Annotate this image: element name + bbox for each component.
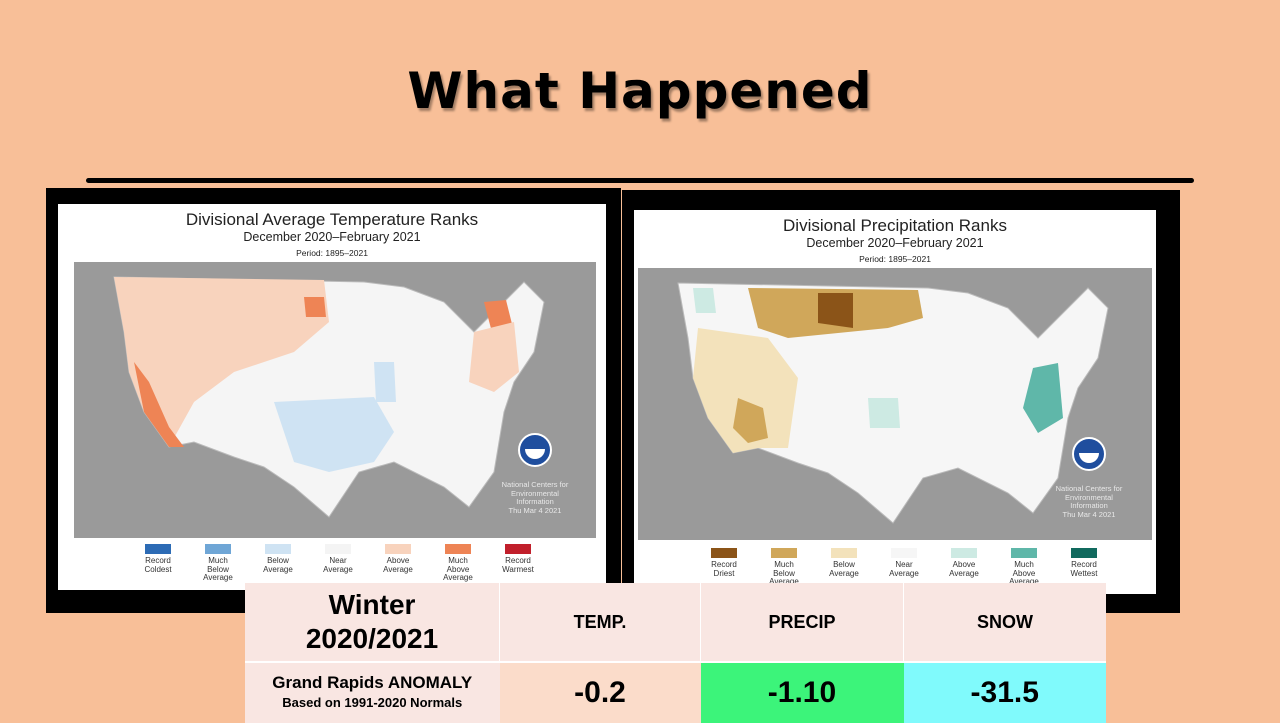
precip-map-legend-swatch (831, 548, 857, 558)
temp-map-area (74, 262, 596, 538)
precip-map-period: Period: 1895–2021 (859, 254, 931, 264)
noaa-logo-icon (1072, 436, 1106, 471)
precip-map-legend-item: Near Average (874, 548, 934, 587)
column-header-snow: SNOW (903, 583, 1106, 662)
temp-map-legend-swatch (265, 544, 291, 554)
precip-map-title: Divisional Precipitation Ranks (783, 216, 1007, 235)
precip-map-area (638, 268, 1152, 540)
temp-map-legend-label: Record Coldest (144, 556, 172, 574)
precip-map-legend-label: Above Average (949, 560, 979, 578)
temp-map-subtitle: December 2020–February 2021 (243, 230, 421, 244)
temp-map-legend-swatch (145, 544, 171, 554)
precip-map-legend-swatch (711, 548, 737, 558)
temp-map-credit-text: National Centers for Environmental Infor… (501, 480, 569, 515)
temp-map-period: Period: 1895–2021 (296, 248, 368, 258)
column-header-precip: PRECIP (700, 583, 904, 662)
precip-map-noaa-credit: National Centers for Environmental Infor… (1044, 428, 1134, 519)
precip-map-legend-item: Much Below Average (754, 548, 814, 587)
precip-map-legend-item: Below Average (814, 548, 874, 587)
temp-map-legend-swatch (325, 544, 351, 554)
temp-map-legend-item: Much Above Average (428, 544, 488, 583)
temp-map-noaa-credit: National Centers for Environmental Infor… (490, 424, 580, 515)
temp-map-legend-swatch (385, 544, 411, 554)
precip-map-subtitle: December 2020–February 2021 (806, 236, 984, 250)
temp-map-legend-label: Above Average (383, 556, 413, 574)
temp-map-legend-item: Record Coldest (128, 544, 188, 583)
temp-map-legend-item: Record Warmest (488, 544, 548, 583)
precip-map-panel: Divisional Precipitation Ranks December … (634, 210, 1156, 594)
precip-map-legend-label: Much Above Average (1009, 560, 1039, 586)
precip-map-legend-label: Much Below Average (769, 560, 799, 586)
temp-map-legend-swatch (205, 544, 231, 554)
temp-map-legend-item: Near Average (308, 544, 368, 583)
table-row: Grand Rapids ANOMALY Based on 1991-2020 … (245, 661, 1106, 723)
winter-stats-table: Winter 2020/2021 TEMP. PRECIP SNOW Grand… (245, 583, 1106, 723)
temp-map-legend-label: Much Above Average (443, 556, 473, 582)
row-label: Grand Rapids ANOMALY Based on 1991-2020 … (245, 661, 500, 723)
temp-map-legend-item: Below Average (248, 544, 308, 583)
precip-map-legend-swatch (951, 548, 977, 558)
temp-map-legend-swatch (505, 544, 531, 554)
temp-map-legend-label: Near Average (323, 556, 353, 574)
title-underline (86, 178, 1194, 183)
precip-map-legend-swatch (771, 548, 797, 558)
temp-anomaly-value: -0.2 (499, 661, 701, 723)
table-header-row: Winter 2020/2021 TEMP. PRECIP SNOW (245, 583, 1106, 662)
temp-map-panel: Divisional Average Temperature Ranks Dec… (58, 204, 606, 590)
precip-map-legend-item: Above Average (934, 548, 994, 587)
column-header-temp: TEMP. (499, 583, 701, 662)
row-label-main: Grand Rapids ANOMALY (272, 673, 473, 692)
temp-map-legend-swatch (445, 544, 471, 554)
precip-map-legend-label: Record Wettest (1070, 560, 1098, 578)
temp-map-legend-label: Below Average (263, 556, 293, 574)
table-header-winter: Winter 2020/2021 (245, 583, 500, 662)
precip-map-legend-label: Record Driest (711, 560, 737, 578)
precip-map-credit-text: National Centers for Environmental Infor… (1055, 484, 1123, 519)
temp-map-legend: Record Coldest Much Below Average Below Av… (128, 544, 548, 583)
snow-anomaly-value: -31.5 (903, 661, 1106, 723)
winter-label: Winter (328, 589, 416, 620)
precip-map-legend-item: Record Driest (694, 548, 754, 587)
temp-map-legend-label: Record Warmest (502, 556, 534, 574)
temp-map-title: Divisional Average Temperature Ranks (185, 210, 479, 229)
temp-map-legend-item: Above Average (368, 544, 428, 583)
precip-map-legend-label: Near Average (889, 560, 919, 578)
precip-map-legend-item: Record Wettest (1054, 548, 1114, 587)
row-label-sub: Based on 1991-2020 Normals (282, 695, 463, 710)
temp-map-legend-label: Much Below Average (203, 556, 233, 582)
precip-map-legend-swatch (1071, 548, 1097, 558)
precip-map-legend-swatch (1011, 548, 1037, 558)
noaa-logo-icon (518, 432, 552, 467)
slide-title: What Happened (407, 62, 873, 120)
precip-map-legend-label: Below Average (829, 560, 859, 578)
winter-years: 2020/2021 (305, 623, 439, 654)
precip-map-legend-swatch (891, 548, 917, 558)
precip-map-legend: Record Driest Much Below Average Below Ave… (694, 548, 1114, 587)
precip-map-legend-item: Much Above Average (994, 548, 1054, 587)
temp-map-legend-item: Much Below Average (188, 544, 248, 583)
precip-anomaly-value: -1.10 (700, 661, 904, 723)
